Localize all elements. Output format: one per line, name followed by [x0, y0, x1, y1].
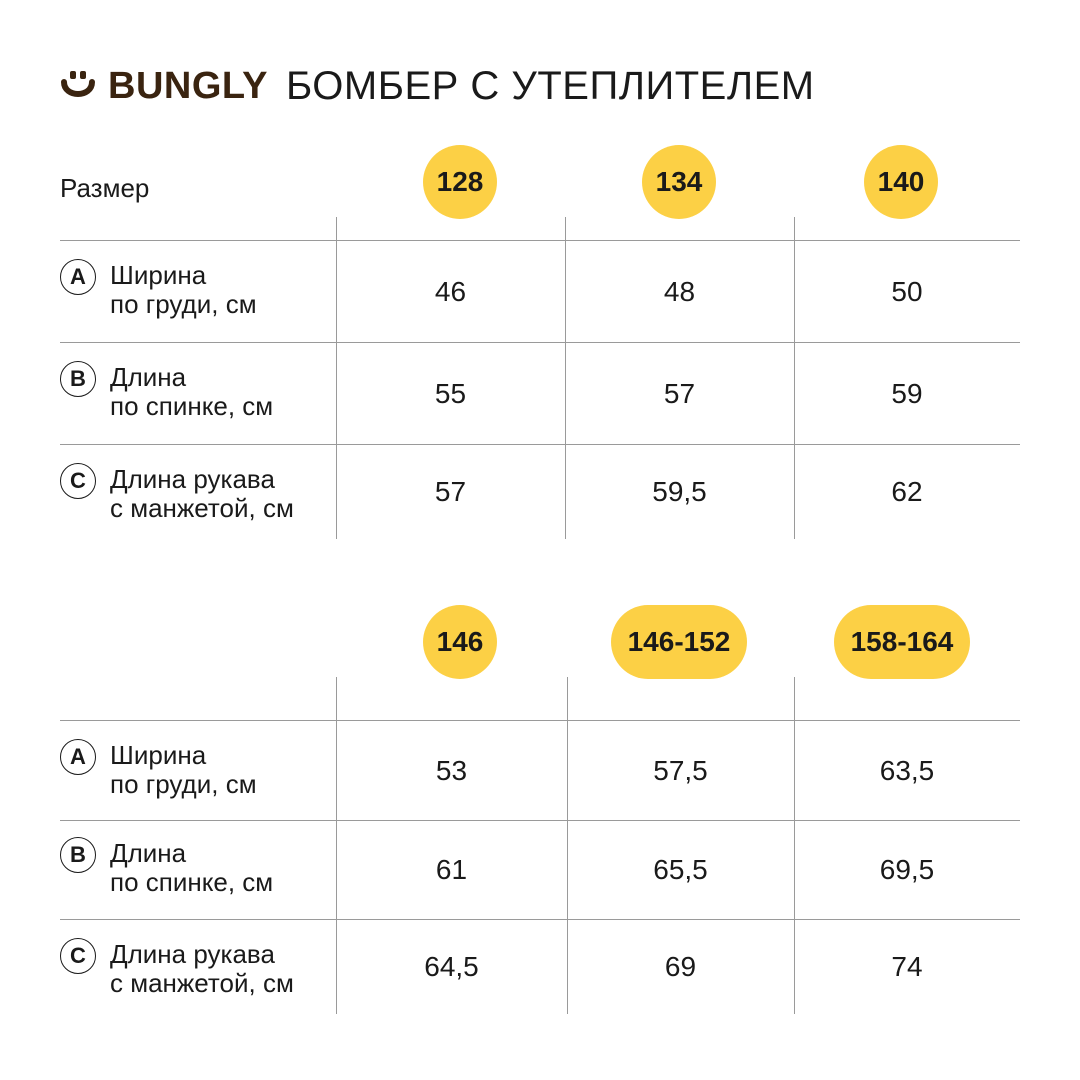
size-badge-146: 146	[423, 605, 497, 679]
size-table-1: Размер 128 134 140 A Ширина по груди, см…	[60, 145, 1020, 539]
column-divider	[336, 821, 337, 919]
measurement-label: Ширина по груди, см	[110, 741, 257, 799]
size-header-row: Размер 128 134 140	[60, 145, 1020, 240]
value-cell: 57	[434, 476, 467, 507]
measurement-label: Длина по спинке, см	[110, 839, 273, 897]
column-divider	[567, 920, 568, 1014]
value-cell: 48	[663, 275, 696, 307]
value-cell: 57,5	[653, 754, 708, 786]
page-title: БОМБЕР С УТЕПЛИТЕЛЕМ	[285, 63, 815, 108]
column-divider	[336, 920, 337, 1014]
column-divider	[336, 445, 337, 539]
size-badge-146-152: 146-152	[611, 605, 747, 679]
column-divider	[336, 677, 337, 720]
measurement-badge-c: C	[60, 463, 96, 499]
size-table-2: 146 146-152 158-164 A Ширина по груди, с…	[60, 605, 1020, 1014]
label-line-1: Ширина	[110, 260, 207, 290]
measurement-badge-b: B	[60, 837, 96, 873]
measurement-label: Длина рукава с манжетой, см	[110, 465, 294, 523]
column-divider	[794, 920, 795, 1014]
column-divider	[794, 821, 795, 919]
column-divider	[336, 721, 337, 820]
measurement-row-b: B Длина по спинке, см 55 57 59	[60, 342, 1020, 444]
measurement-badge-a: A	[60, 739, 96, 775]
value-cell: 55	[434, 377, 467, 409]
label-line-2: по спинке, см	[110, 867, 274, 897]
column-divider	[336, 217, 337, 240]
value-cell: 65,5	[653, 854, 708, 885]
value-cell: 62	[891, 476, 923, 507]
measurement-badge-c: C	[60, 938, 96, 974]
bungly-smile-icon	[61, 71, 95, 97]
brand-name: BUNGLY	[108, 64, 268, 107]
value-cell: 59	[891, 377, 923, 409]
label-line-2: по груди, см	[110, 289, 257, 319]
column-divider	[794, 343, 795, 444]
value-cell: 50	[891, 275, 923, 307]
measurement-row-a: A Ширина по груди, см 53 57,5 63,5	[60, 720, 1020, 820]
column-divider	[794, 241, 795, 342]
label-line-2: с манжетой, см	[110, 968, 294, 998]
measurement-row-c: C Длина рукава с манжетой, см 57 59,5 62	[60, 444, 1020, 539]
label-line-2: по спинке, см	[110, 391, 274, 421]
value-cell: 61	[435, 854, 468, 885]
column-divider	[336, 241, 337, 342]
label-line-1: Длина	[110, 838, 187, 868]
column-divider	[336, 343, 337, 444]
value-cell: 74	[891, 951, 923, 982]
measurement-row-b: B Длина по спинке, см 61 65,5 69,5	[60, 820, 1020, 919]
measurement-row-a: A Ширина по груди, см 46 48 50	[60, 240, 1020, 342]
size-header-row: 146 146-152 158-164	[60, 605, 1020, 720]
measurement-badge-b: B	[60, 361, 96, 397]
measurement-label: Длина рукава с манжетой, см	[110, 940, 294, 998]
column-divider	[794, 721, 795, 820]
value-cell: 53	[435, 754, 468, 786]
value-cell: 46	[434, 275, 467, 307]
measurement-row-c: C Длина рукава с манжетой, см 64,5 69 74	[60, 919, 1020, 1014]
label-line-1: Длина	[110, 362, 187, 392]
label-line-1: Ширина	[110, 740, 207, 770]
column-divider	[794, 677, 795, 720]
value-cell: 69,5	[879, 854, 935, 885]
column-divider	[567, 677, 568, 720]
measurement-label: Длина по спинке, см	[110, 363, 273, 421]
size-badge-158-164: 158-164	[834, 605, 970, 679]
label-line-2: по груди, см	[110, 769, 257, 799]
value-cell: 63,5	[879, 754, 935, 786]
column-divider	[565, 445, 566, 539]
column-divider	[565, 241, 566, 342]
column-divider	[794, 217, 795, 240]
value-cell: 59,5	[652, 476, 707, 507]
header: BUNGLY БОМБЕР С УТЕПЛИТЕЛЕМ	[60, 60, 815, 112]
measurement-badge-a: A	[60, 259, 96, 295]
value-cell: 64,5	[424, 951, 479, 982]
label-line-1: Длина рукава	[110, 939, 275, 969]
column-divider	[565, 343, 566, 444]
column-divider	[794, 445, 795, 539]
column-divider	[565, 217, 566, 240]
label-line-2: с манжетой, см	[110, 493, 294, 523]
size-badge-128: 128	[423, 145, 497, 219]
value-cell: 69	[664, 951, 697, 982]
size-badge-140: 140	[864, 145, 938, 219]
value-cell: 57	[663, 377, 696, 409]
label-line-1: Длина рукава	[110, 464, 275, 494]
size-label: Размер	[60, 173, 150, 203]
column-divider	[567, 721, 568, 820]
size-badge-134: 134	[642, 145, 716, 219]
measurement-label: Ширина по груди, см	[110, 261, 257, 319]
column-divider	[567, 821, 568, 919]
